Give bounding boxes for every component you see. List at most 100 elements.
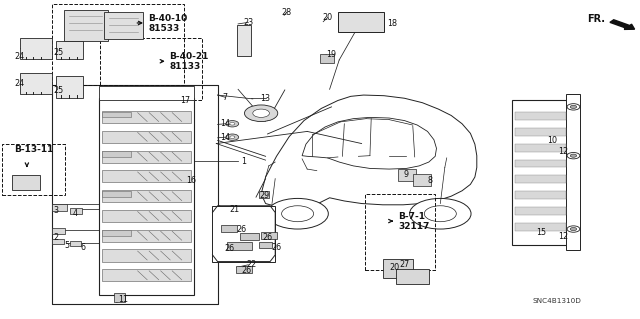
Text: SNC4B1310D: SNC4B1310D (532, 299, 581, 304)
Bar (515, 175, 566, 183)
Bar (102, 210, 191, 222)
Circle shape (410, 198, 471, 229)
Bar (99, 98, 194, 295)
Text: 29: 29 (259, 191, 269, 200)
Text: 81133: 81133 (170, 63, 201, 71)
Bar (20, 73, 52, 94)
Text: 6: 6 (81, 243, 86, 252)
Circle shape (267, 198, 328, 229)
Bar (114, 293, 125, 302)
Text: 11: 11 (118, 295, 128, 304)
Text: 16: 16 (186, 176, 196, 185)
Text: 2: 2 (54, 233, 59, 242)
Text: 17: 17 (180, 96, 191, 105)
Text: 20: 20 (390, 263, 400, 272)
Text: B-7-1: B-7-1 (398, 212, 425, 221)
Text: 12: 12 (558, 232, 568, 241)
Circle shape (230, 136, 235, 138)
Bar (398, 169, 416, 181)
Bar (102, 230, 191, 242)
Circle shape (226, 134, 239, 140)
Text: 15: 15 (536, 228, 546, 237)
Circle shape (282, 206, 314, 222)
Bar (515, 207, 566, 215)
Bar (102, 131, 191, 143)
Bar (102, 190, 191, 202)
Text: 24: 24 (14, 52, 24, 61)
Bar (104, 12, 143, 39)
Bar (2, 144, 65, 195)
Bar (20, 38, 52, 59)
Circle shape (567, 226, 580, 232)
Bar (102, 151, 191, 163)
Text: 32117: 32117 (398, 222, 429, 231)
Bar (515, 112, 566, 120)
Text: B-13-11: B-13-11 (14, 145, 54, 154)
Text: 26: 26 (241, 266, 252, 275)
Text: 14: 14 (220, 119, 230, 128)
Bar (227, 242, 252, 250)
Bar (102, 112, 131, 117)
Text: 13: 13 (260, 94, 271, 103)
Bar (52, 239, 64, 244)
Bar (70, 208, 82, 214)
Bar (515, 128, 566, 136)
Text: 28: 28 (282, 8, 292, 17)
Text: 23: 23 (243, 18, 253, 27)
Bar (512, 100, 568, 245)
Bar (515, 223, 566, 231)
Circle shape (253, 109, 269, 117)
Bar (261, 232, 277, 239)
Text: 4: 4 (73, 209, 78, 218)
Text: 12: 12 (558, 147, 568, 156)
Text: FR.: FR. (588, 13, 605, 24)
Text: B-40-21: B-40-21 (170, 52, 209, 61)
Bar (515, 144, 566, 152)
Bar (64, 10, 108, 41)
Bar (100, 38, 202, 100)
Text: 26: 26 (271, 243, 282, 252)
Bar (365, 194, 435, 270)
Text: 19: 19 (326, 50, 337, 59)
Text: 25: 25 (54, 86, 64, 95)
Bar (56, 41, 83, 59)
Text: 18: 18 (387, 19, 397, 28)
Text: 1: 1 (241, 157, 246, 166)
Bar (102, 269, 191, 281)
Circle shape (244, 105, 278, 122)
Bar (99, 86, 194, 100)
Text: 26: 26 (224, 244, 234, 253)
Bar (383, 259, 413, 278)
Text: 14: 14 (220, 133, 230, 142)
Bar (102, 170, 191, 182)
Bar (212, 206, 275, 262)
Text: 10: 10 (547, 136, 557, 145)
Bar (102, 230, 131, 236)
Bar (515, 191, 566, 199)
Polygon shape (261, 95, 477, 207)
Text: 21: 21 (230, 205, 240, 214)
Bar (515, 160, 566, 167)
Circle shape (226, 121, 239, 127)
Bar (566, 94, 580, 250)
Text: 7: 7 (223, 93, 228, 102)
Bar (70, 241, 81, 246)
Circle shape (570, 154, 577, 157)
Text: B-40-10: B-40-10 (148, 14, 188, 23)
Circle shape (230, 122, 235, 125)
Bar (102, 191, 131, 197)
Bar (221, 225, 237, 232)
Bar (396, 269, 429, 284)
Circle shape (567, 152, 580, 159)
Bar (52, 228, 65, 234)
Bar (413, 174, 431, 186)
Circle shape (424, 206, 456, 222)
Bar (259, 242, 272, 248)
Bar (240, 233, 259, 240)
Text: 26: 26 (237, 225, 247, 234)
Text: 3: 3 (54, 206, 59, 215)
Text: 20: 20 (323, 13, 333, 22)
Bar (102, 249, 191, 262)
Text: 9: 9 (403, 170, 408, 179)
Bar (56, 76, 83, 98)
